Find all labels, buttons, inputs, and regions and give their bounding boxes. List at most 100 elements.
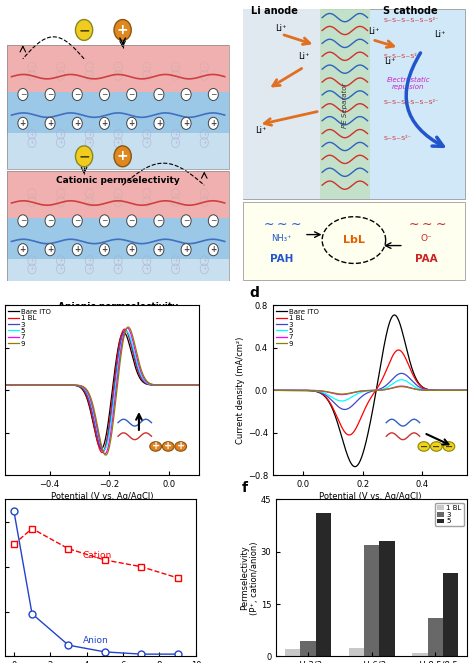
Circle shape <box>154 215 164 227</box>
Bar <box>379 541 395 656</box>
Text: +: + <box>183 119 189 128</box>
Text: −: − <box>116 64 120 70</box>
Text: −: − <box>20 216 26 225</box>
5 <box>101 446 107 454</box>
Text: −: − <box>20 90 26 99</box>
3 <box>398 369 404 377</box>
Text: NH₃⁺: NH₃⁺ <box>271 234 292 243</box>
5 <box>398 376 404 384</box>
FancyBboxPatch shape <box>243 9 322 199</box>
Text: −: − <box>74 216 80 225</box>
3 <box>2 381 8 389</box>
Line: Bare ITO: Bare ITO <box>267 315 470 467</box>
Bare ITO <box>386 322 391 330</box>
Text: +: + <box>202 267 207 271</box>
FancyBboxPatch shape <box>243 202 465 280</box>
3 <box>386 379 391 387</box>
Circle shape <box>100 117 110 129</box>
FancyBboxPatch shape <box>7 133 229 168</box>
X-axis label: Potential (V vs. Ag/AgCl): Potential (V vs. Ag/AgCl) <box>319 492 421 501</box>
Text: O⁻: O⁻ <box>421 234 432 243</box>
Text: +: + <box>173 132 178 137</box>
Text: −: − <box>74 90 80 99</box>
9 <box>2 381 8 389</box>
Text: +: + <box>116 258 120 263</box>
Text: S~S~S²⁻: S~S~S²⁻ <box>383 136 411 141</box>
Bare ITO <box>111 377 117 385</box>
Text: −: − <box>210 90 217 99</box>
Circle shape <box>181 243 191 256</box>
1 BL <box>111 384 117 392</box>
3 <box>375 386 380 394</box>
Text: +: + <box>144 140 149 145</box>
1 BL <box>396 346 401 354</box>
5 <box>2 381 8 389</box>
1 BL <box>198 381 204 389</box>
Bare ITO <box>2 381 8 389</box>
Bare ITO <box>99 445 104 453</box>
Text: −: − <box>30 73 34 78</box>
Bare ITO <box>375 380 380 388</box>
Text: −: − <box>78 23 90 37</box>
Bare ITO <box>392 311 397 319</box>
1 BL <box>467 387 472 394</box>
5 <box>97 438 103 446</box>
Text: S~S~S~S~S~S²⁻: S~S~S~S~S~S²⁻ <box>383 100 438 105</box>
Text: −: − <box>156 216 162 225</box>
Text: −: − <box>116 73 120 78</box>
Text: −: − <box>47 216 53 225</box>
Text: −: − <box>30 199 34 204</box>
Text: +: + <box>116 132 120 137</box>
7 <box>111 408 117 416</box>
3 <box>98 446 104 453</box>
9 <box>339 390 345 398</box>
5 <box>98 442 104 450</box>
Line: 1 BL: 1 BL <box>5 329 205 453</box>
Text: +: + <box>58 132 63 137</box>
Text: −: − <box>202 64 207 70</box>
Bar <box>428 618 443 656</box>
7 <box>121 329 127 337</box>
Bare ITO <box>97 444 103 452</box>
Circle shape <box>181 117 191 129</box>
7 <box>431 387 437 394</box>
9 <box>398 383 404 391</box>
1 BL <box>121 325 127 333</box>
5 <box>339 397 345 405</box>
Bare ITO <box>352 463 358 471</box>
Legend: 1 BL, 3, 5: 1 BL, 3, 5 <box>435 503 464 526</box>
FancyBboxPatch shape <box>7 45 229 114</box>
Text: −: − <box>128 216 135 225</box>
5 <box>121 330 127 337</box>
Text: +: + <box>47 119 53 128</box>
Circle shape <box>18 117 28 129</box>
3 <box>97 442 103 450</box>
Text: Cationic permselectivity: Cationic permselectivity <box>56 176 180 184</box>
9 <box>386 385 391 393</box>
1 BL <box>98 448 104 456</box>
7 <box>167 381 173 389</box>
3 <box>342 406 347 414</box>
Circle shape <box>100 243 110 256</box>
7 <box>362 387 368 394</box>
Text: −: − <box>78 149 90 163</box>
1 BL <box>264 387 270 394</box>
Text: −: − <box>87 73 92 78</box>
Circle shape <box>100 215 110 227</box>
Text: −: − <box>173 73 178 78</box>
9 <box>111 416 117 424</box>
Text: −: − <box>128 90 135 99</box>
Text: +: + <box>30 267 34 271</box>
Text: +: + <box>173 267 178 271</box>
Bar <box>349 648 364 656</box>
Text: −: − <box>173 199 178 204</box>
Circle shape <box>18 243 28 256</box>
Circle shape <box>76 146 93 167</box>
Text: S~S~S~S~S~S²⁻: S~S~S~S~S~S²⁻ <box>383 18 438 23</box>
Text: −: − <box>156 90 162 99</box>
7 <box>398 382 404 390</box>
Text: −: − <box>30 191 34 196</box>
Circle shape <box>18 215 28 227</box>
Text: PAA: PAA <box>415 255 438 265</box>
Text: +: + <box>128 119 135 128</box>
